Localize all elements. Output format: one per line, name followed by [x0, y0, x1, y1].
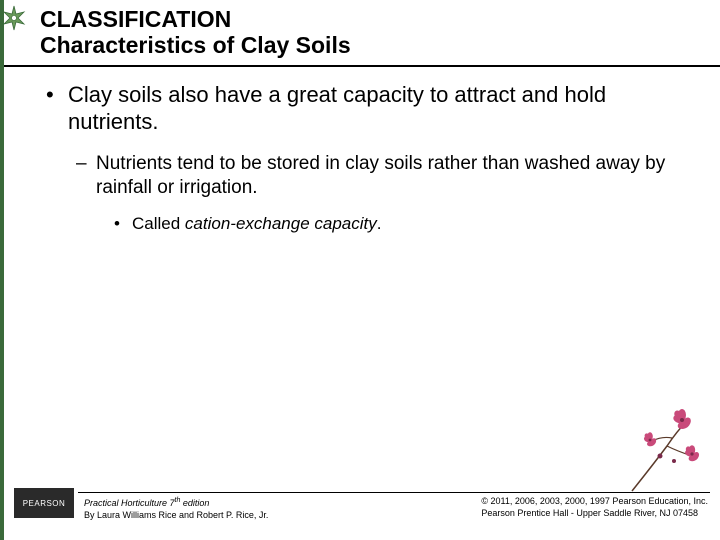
bullet-level-1: Clay soils also have a great capacity to… — [46, 81, 690, 136]
title-subtitle: Characteristics of Clay Soils — [40, 32, 700, 58]
slide-header: CLASSIFICATION Characteristics of Clay S… — [4, 0, 720, 67]
bullet-l3-prefix: Called — [132, 214, 185, 233]
bullet-l3-suffix: . — [377, 214, 382, 233]
star-icon — [0, 4, 28, 32]
bullet-l3-italic: cation-exchange capacity — [185, 214, 377, 233]
slide: CLASSIFICATION Characteristics of Clay S… — [0, 0, 720, 540]
book-title: Practical Horticulture 7th edition — [84, 496, 268, 510]
bullet-level-3: Called cation-exchange capacity. — [114, 213, 690, 234]
copyright-line1: © 2011, 2006, 2003, 2000, 1997 Pearson E… — [481, 496, 708, 508]
footer-divider — [78, 492, 710, 493]
pearson-logo: PEARSON — [14, 488, 74, 518]
slide-footer: PEARSON Practical Horticulture 7th editi… — [8, 492, 720, 540]
title-classification: CLASSIFICATION — [40, 6, 700, 32]
footer-left: Practical Horticulture 7th edition By La… — [84, 496, 268, 521]
flower-decoration-icon — [622, 406, 712, 496]
copyright-line2: Pearson Prentice Hall - Upper Saddle Riv… — [481, 508, 708, 520]
authors: By Laura Williams Rice and Robert P. Ric… — [84, 510, 268, 522]
bullet-level-2: Nutrients tend to be stored in clay soil… — [76, 152, 690, 200]
slide-content: Clay soils also have a great capacity to… — [4, 67, 720, 235]
footer-right: © 2011, 2006, 2003, 2000, 1997 Pearson E… — [481, 496, 708, 519]
